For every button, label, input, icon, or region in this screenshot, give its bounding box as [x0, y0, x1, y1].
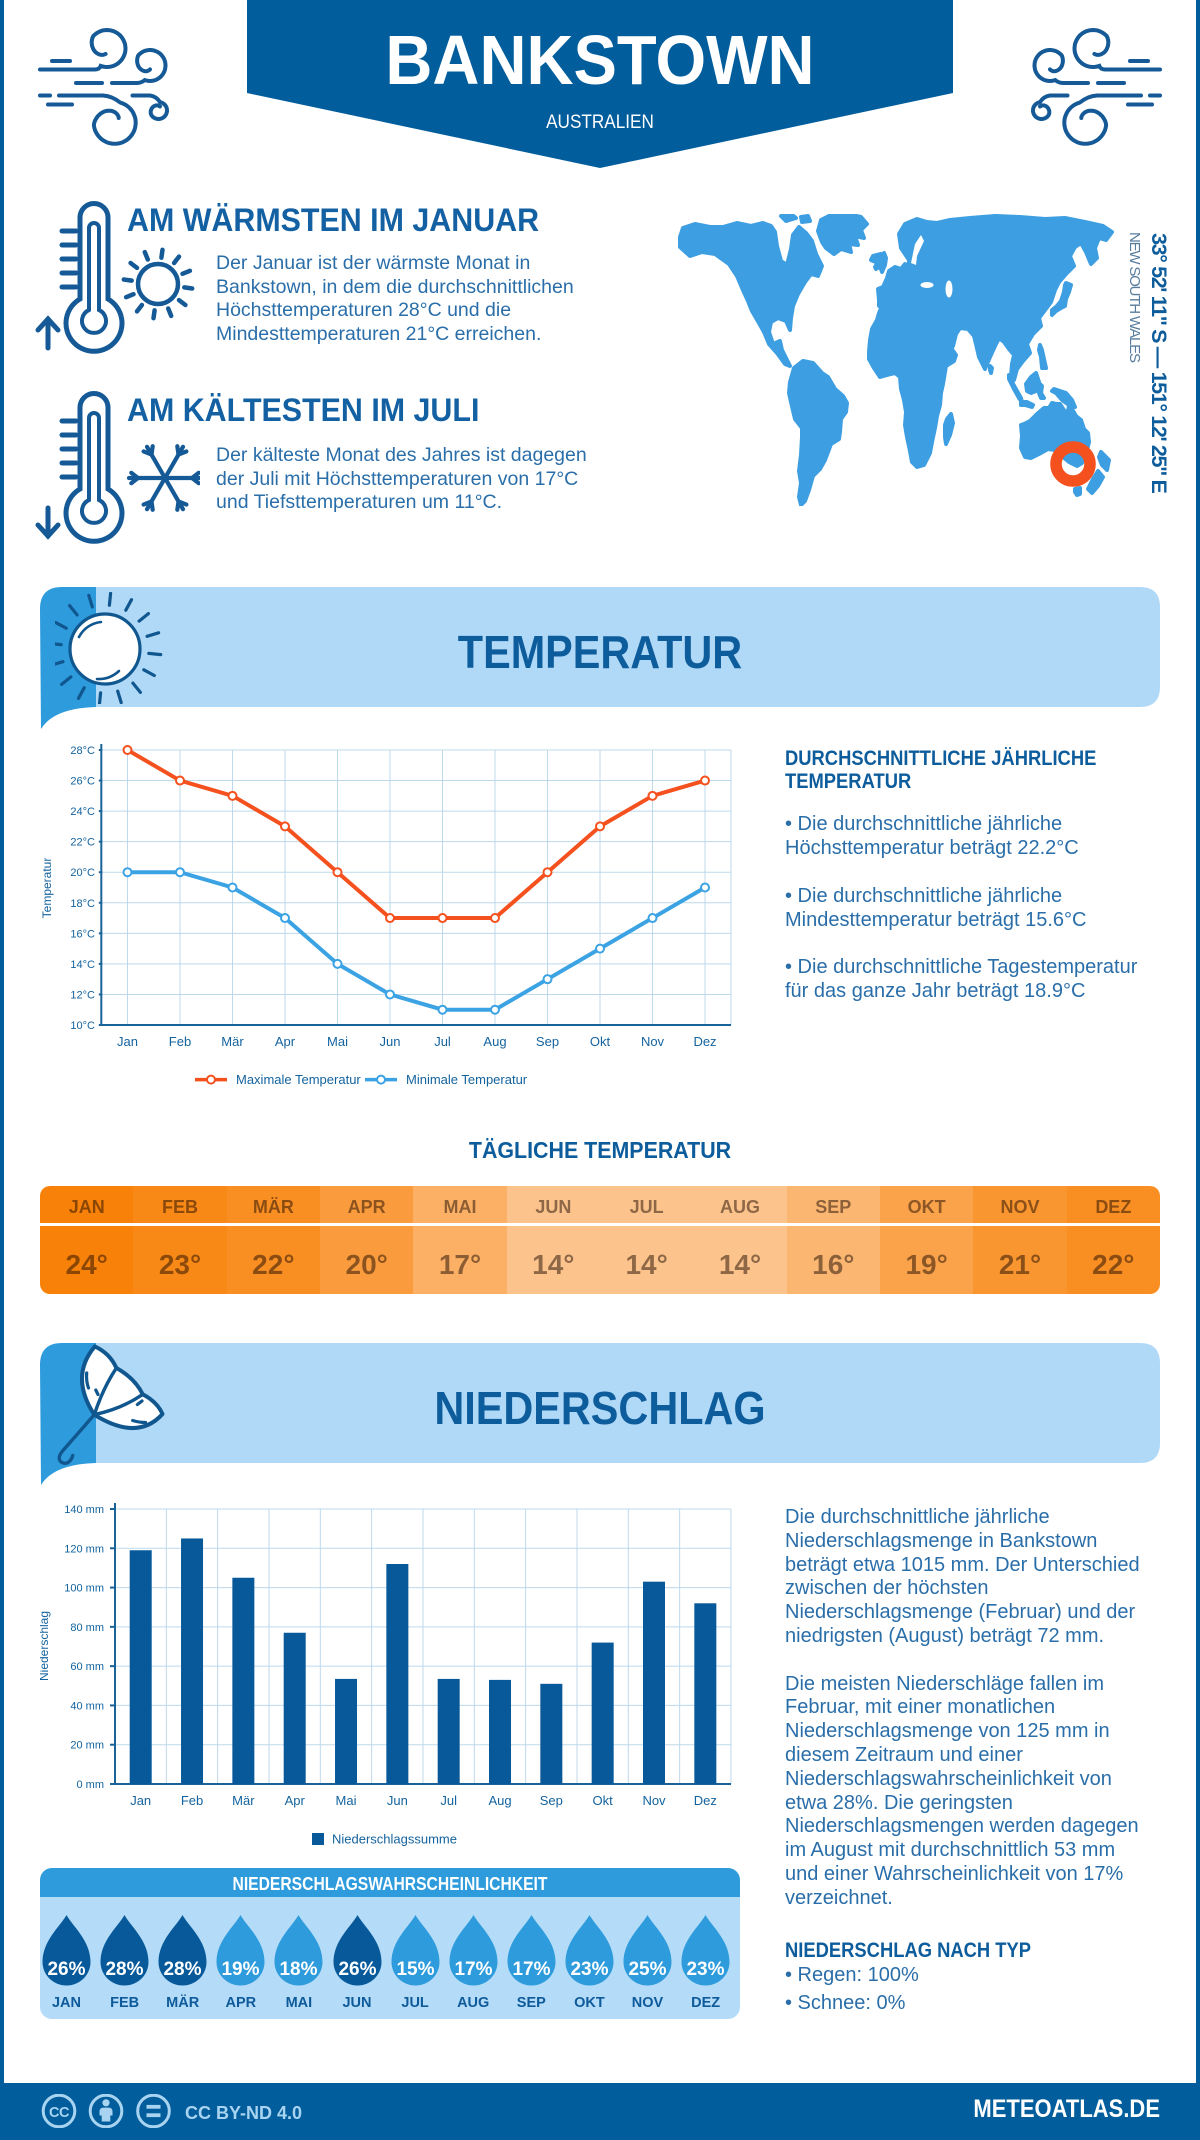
svg-text:17%: 17%	[454, 1959, 492, 1980]
svg-text:28°C: 28°C	[70, 745, 95, 757]
svg-text:Sep: Sep	[540, 1793, 563, 1808]
svg-text:Okt: Okt	[593, 1793, 614, 1808]
svg-text:14°C: 14°C	[70, 959, 95, 971]
svg-text:26°C: 26°C	[70, 776, 95, 788]
svg-text:26%: 26%	[338, 1959, 376, 1980]
svg-text:Jul: Jul	[440, 1793, 457, 1808]
svg-text:80 mm: 80 mm	[70, 1622, 104, 1634]
svg-text:23%: 23%	[570, 1959, 608, 1980]
svg-text:Mai: Mai	[327, 1034, 348, 1049]
svg-text:Nov: Nov	[641, 1034, 665, 1049]
svg-text:Temperatur: Temperatur	[40, 858, 54, 919]
svg-text:Mär: Mär	[232, 1793, 255, 1808]
svg-text:Aug: Aug	[488, 1793, 511, 1808]
svg-text:Aug: Aug	[483, 1034, 506, 1049]
svg-text:Jun: Jun	[387, 1793, 408, 1808]
svg-text:Jan: Jan	[117, 1034, 138, 1049]
svg-text:25%: 25%	[628, 1959, 666, 1980]
svg-text:Feb: Feb	[169, 1034, 191, 1049]
svg-text:19%: 19%	[222, 1959, 260, 1980]
svg-text:23%: 23%	[687, 1959, 725, 1980]
svg-text:Okt: Okt	[590, 1034, 611, 1049]
svg-text:Niederschlagssumme: Niederschlagssumme	[332, 1832, 457, 1847]
svg-text:22°C: 22°C	[70, 837, 95, 849]
svg-text:Dez: Dez	[693, 1034, 716, 1049]
svg-text:0 mm: 0 mm	[77, 1779, 105, 1791]
svg-text:28%: 28%	[106, 1959, 144, 1980]
svg-text:Jun: Jun	[380, 1034, 401, 1049]
svg-text:20°C: 20°C	[70, 867, 95, 879]
svg-text:24°C: 24°C	[70, 806, 95, 818]
svg-text:Niederschlag: Niederschlag	[40, 1611, 51, 1681]
svg-text:Dez: Dez	[694, 1793, 717, 1808]
svg-text:17%: 17%	[512, 1959, 550, 1980]
svg-text:18%: 18%	[280, 1959, 318, 1980]
svg-text:CC: CC	[49, 2105, 70, 2121]
svg-text:20 mm: 20 mm	[70, 1740, 104, 1752]
svg-text:100 mm: 100 mm	[64, 1583, 104, 1595]
svg-text:15%: 15%	[396, 1959, 434, 1980]
svg-text:Mär: Mär	[221, 1034, 244, 1049]
svg-text:Jan: Jan	[130, 1793, 151, 1808]
svg-text:Minimale Temperatur: Minimale Temperatur	[406, 1072, 528, 1087]
svg-text:120 mm: 120 mm	[64, 1543, 104, 1555]
svg-text:Apr: Apr	[285, 1793, 306, 1808]
svg-text:Sep: Sep	[536, 1034, 559, 1049]
svg-text:16°C: 16°C	[70, 928, 95, 940]
svg-text:140 mm: 140 mm	[64, 1504, 104, 1516]
svg-text:Apr: Apr	[275, 1034, 296, 1049]
svg-text:12°C: 12°C	[70, 989, 95, 1001]
svg-text:10°C: 10°C	[70, 1020, 95, 1032]
svg-text:28%: 28%	[164, 1959, 202, 1980]
svg-text:18°C: 18°C	[70, 898, 95, 910]
svg-text:26%: 26%	[47, 1959, 85, 1980]
svg-text:40 mm: 40 mm	[70, 1700, 104, 1712]
svg-text:Mai: Mai	[336, 1793, 357, 1808]
svg-text:Maximale Temperatur: Maximale Temperatur	[236, 1072, 361, 1087]
svg-text:Nov: Nov	[642, 1793, 666, 1808]
svg-text:60 mm: 60 mm	[70, 1661, 104, 1673]
svg-text:Feb: Feb	[181, 1793, 203, 1808]
svg-text:Jul: Jul	[434, 1034, 451, 1049]
